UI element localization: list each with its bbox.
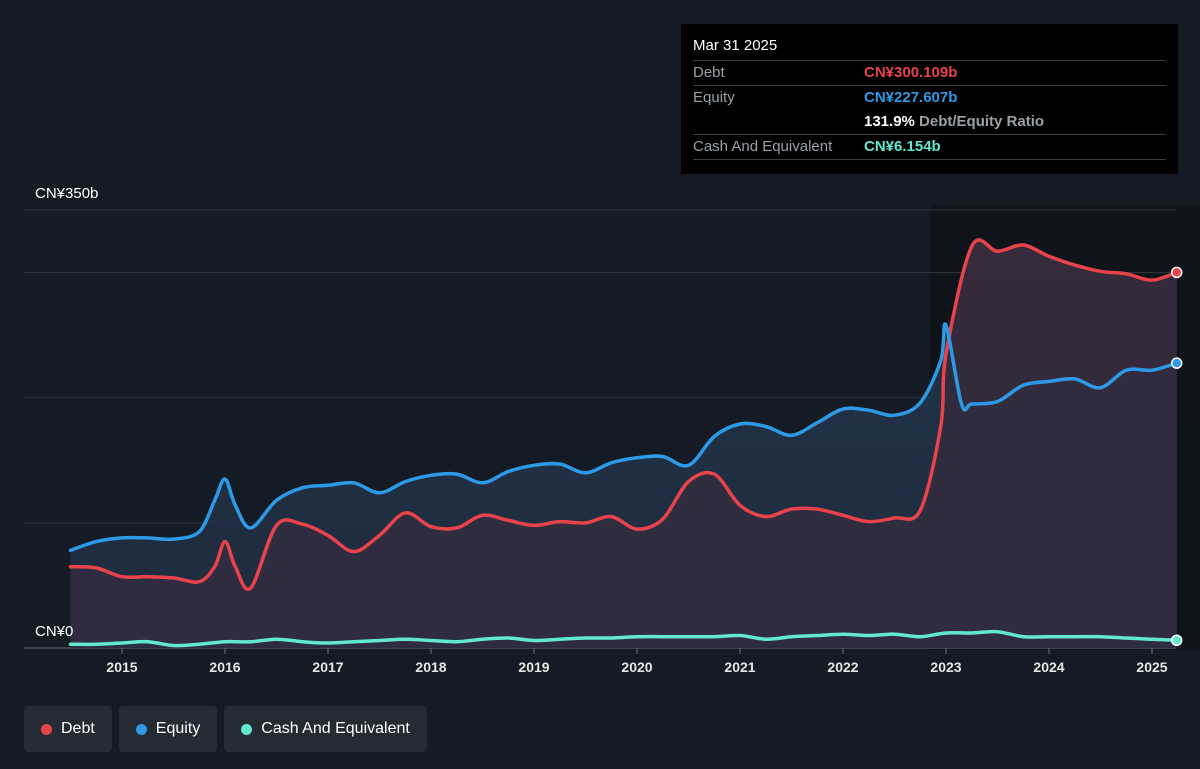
tooltip-ratio: 131.9% Debt/Equity Ratio bbox=[864, 110, 1044, 134]
x-tick-label: 2025 bbox=[1136, 659, 1167, 675]
x-tick-label: 2023 bbox=[930, 659, 961, 675]
cash-endpoint bbox=[1170, 634, 1183, 647]
cash-line bbox=[68, 629, 1179, 648]
tooltip-debt-label: Debt bbox=[693, 64, 725, 81]
x-axis-ticks: 2015 2016 2017 2018 2019 2020 2021 2022 2023 2024… bbox=[106, 648, 1168, 675]
tooltip-row-debt: Debt CN¥300.109b bbox=[693, 61, 1166, 86]
legend-cash-label: Cash And Equivalent bbox=[261, 720, 410, 737]
equity-dot-icon bbox=[135, 723, 147, 735]
cash-dot-icon bbox=[241, 723, 253, 735]
equity-endpoint bbox=[1170, 357, 1183, 369]
tooltip: Mar 31 2025 Debt CN¥300.109b Equity CN¥2… bbox=[681, 24, 1178, 174]
x-tick-label: 2016 bbox=[209, 659, 240, 675]
x-tick-label: 2019 bbox=[518, 659, 549, 675]
x-tick-label: 2024 bbox=[1033, 659, 1064, 675]
tooltip-equity-label: Equity bbox=[693, 89, 735, 106]
tooltip-cash-label: Cash And Equivalent bbox=[693, 138, 833, 155]
tooltip-debt-value: CN¥300.109b bbox=[864, 64, 958, 81]
y-axis-zero-label: CN¥0 bbox=[35, 623, 73, 640]
tooltip-row-cash: Cash And Equivalent CN¥6.154b bbox=[693, 135, 1166, 160]
tooltip-ratio-label: Debt/Equity Ratio bbox=[919, 113, 1045, 130]
debt-endpoint bbox=[1170, 266, 1183, 279]
tooltip-equity-value: CN¥227.607b bbox=[864, 89, 958, 106]
y-axis-top-label: CN¥350b bbox=[35, 185, 98, 202]
legend: Debt Equity Cash And Equivalent bbox=[24, 706, 427, 752]
equity-under-area bbox=[70, 323, 1177, 648]
series-areas bbox=[70, 239, 1177, 648]
tooltip-date: Mar 31 2025 bbox=[693, 36, 1166, 61]
x-tick-label: 2015 bbox=[106, 659, 137, 675]
x-tick-label: 2020 bbox=[621, 659, 652, 675]
legend-item-debt[interactable]: Debt bbox=[24, 706, 112, 752]
x-tick-label: 2017 bbox=[312, 659, 343, 675]
tooltip-cash-value: CN¥6.154b bbox=[864, 138, 941, 155]
x-tick-label: 2018 bbox=[415, 659, 446, 675]
legend-equity-label: Equity bbox=[155, 720, 201, 737]
debt-line bbox=[68, 238, 1179, 592]
debt-dot-icon bbox=[41, 723, 52, 735]
tooltip-row-ratio: 131.9% Debt/Equity Ratio bbox=[693, 110, 1166, 135]
series-lines bbox=[68, 238, 1179, 648]
tooltip-row-equity: Equity CN¥227.607b bbox=[693, 86, 1166, 110]
series-endpoints bbox=[1170, 266, 1183, 647]
legend-item-cash[interactable]: Cash And Equivalent bbox=[224, 706, 427, 752]
equity-line bbox=[68, 322, 1179, 553]
tooltip-ratio-value: 131.9% bbox=[864, 113, 915, 130]
x-tick-label: 2021 bbox=[724, 659, 755, 675]
x-tick-label: 2022 bbox=[827, 659, 858, 675]
legend-item-equity[interactable]: Equity bbox=[118, 706, 218, 752]
legend-debt-label: Debt bbox=[61, 720, 95, 737]
